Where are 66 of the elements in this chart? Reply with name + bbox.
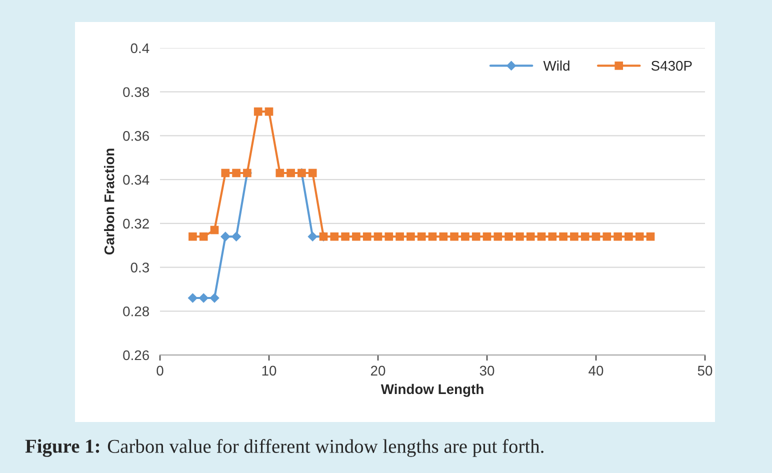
point [384,232,394,241]
y-tick-label: 0.34 [123,174,150,185]
point [472,232,480,241]
point [406,232,415,241]
point [559,232,568,241]
point [624,232,633,241]
point [276,168,284,178]
point [494,232,502,241]
point [254,107,262,116]
y-tick-label: 0.28 [123,306,149,316]
point [526,232,535,241]
x-tick-label: 40 [588,366,604,376]
point [264,107,274,116]
point [439,232,448,241]
caption: Figure 1: [25,439,100,457]
point [286,168,295,178]
x-tick-label: 50 [698,366,712,376]
point [428,232,437,241]
legend-label: S430P [651,60,692,71]
text: Carbon value for different window lengths are put forth. [108,439,544,457]
point [210,293,220,303]
y-tick-label: 0.4 [130,43,150,54]
point [417,232,426,241]
point [308,232,318,242]
point [231,232,242,242]
point [450,232,458,241]
point [341,232,350,241]
point [461,232,470,241]
point [646,232,655,241]
point [210,226,219,234]
y-tick-label: 0.26 [123,350,149,360]
point [635,232,644,241]
y-tick-label: 0.36 [123,131,149,141]
x-tick-label: 30 [480,366,494,376]
x-tick-label: 20 [370,366,386,376]
point [374,232,382,241]
y-tick-label: 0.3 [130,262,149,272]
point [188,232,197,241]
point [614,232,622,241]
legend-label: Wild [543,60,570,71]
point [308,168,317,178]
point [199,232,208,241]
point [548,232,557,241]
point [232,168,240,178]
point [396,232,404,241]
point [516,232,524,241]
point [537,232,546,241]
point [580,232,590,241]
point [362,232,372,241]
point [198,293,209,303]
point [188,293,198,303]
point [352,232,360,241]
point [221,168,230,178]
y-axis-title: Carbon Fraction [104,148,114,255]
y-tick-label: 0.32 [123,218,149,229]
point [482,232,492,241]
point [504,232,513,241]
x-tick-label: 0 [156,366,164,376]
y-tick-label: 0.38 [123,87,149,98]
point [602,232,612,241]
point [220,232,230,242]
x-axis-title: Window Length [380,384,484,397]
x-tick-label: 10 [262,366,276,376]
point [330,232,339,241]
point [570,232,578,241]
point [592,232,600,241]
